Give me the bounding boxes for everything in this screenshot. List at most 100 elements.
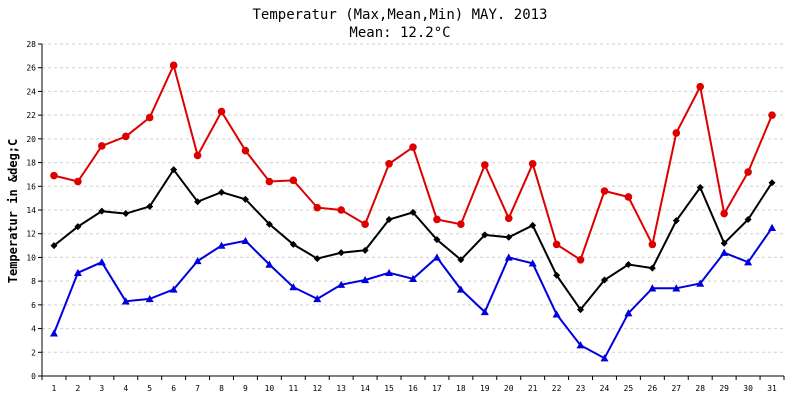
series-lines [49, 61, 777, 362]
series-point-2 [217, 241, 226, 249]
x-tick-label: 29 [719, 384, 729, 393]
series-point-2 [720, 248, 729, 256]
series-point-2 [313, 294, 322, 303]
series-point-1 [744, 215, 752, 223]
series-point-2 [432, 253, 441, 261]
x-tick-label: 26 [648, 384, 658, 393]
y-tick-label: 6 [31, 301, 36, 310]
series-point-1 [122, 210, 130, 218]
x-tick-label: 23 [576, 384, 586, 393]
x-tick-label: 2 [75, 384, 80, 393]
series-point-2 [361, 275, 370, 284]
y-tick-label: 24 [26, 87, 36, 96]
series-point-0 [648, 240, 657, 249]
series-point-0 [768, 111, 776, 119]
series-point-2 [504, 253, 513, 261]
x-tick-label: 28 [695, 384, 705, 393]
series-point-1 [505, 233, 513, 241]
series-point-1 [241, 195, 249, 203]
series-point-0 [193, 151, 202, 160]
y-tick-label: 28 [26, 40, 36, 49]
series-point-0 [361, 220, 369, 229]
series-point-2 [576, 341, 585, 349]
x-tick-label: 27 [671, 384, 681, 393]
series-point-1 [98, 207, 106, 215]
series-point-2 [193, 256, 202, 265]
x-tick-label: 4 [123, 384, 128, 393]
series-point-1 [337, 249, 345, 257]
series-point-2 [672, 284, 681, 292]
series-point-1 [481, 231, 489, 239]
series-point-1 [720, 239, 728, 247]
x-tick-label: 6 [171, 384, 176, 393]
series-point-1 [170, 166, 178, 174]
series-point-0 [169, 61, 178, 70]
x-tick-label: 24 [600, 384, 610, 393]
series-point-2 [528, 259, 537, 267]
x-tick-label: 12 [312, 384, 322, 393]
x-tick-label: 22 [552, 384, 562, 393]
series-point-2 [744, 258, 753, 266]
series-point-0 [385, 159, 393, 168]
series-point-0 [98, 142, 106, 150]
series-point-1 [600, 276, 608, 284]
series-point-1 [313, 255, 321, 263]
series-point-0 [552, 240, 561, 249]
series-point-0 [409, 143, 417, 151]
x-tick-label: 20 [504, 384, 514, 393]
series-point-2 [648, 284, 657, 292]
series-point-2 [385, 268, 394, 277]
series-point-0 [145, 113, 154, 122]
series-point-2 [169, 285, 178, 293]
grid-lines [42, 43, 784, 353]
series-point-1 [218, 188, 226, 196]
x-tick-label: 16 [408, 384, 418, 393]
series-point-1 [74, 223, 82, 231]
x-tick-label: 9 [243, 384, 248, 393]
y-tick-label: 2 [31, 348, 36, 357]
series-point-1 [385, 215, 393, 223]
x-tick-label: 1 [52, 384, 57, 393]
series-point-0 [672, 129, 681, 137]
series-point-2 [624, 309, 633, 317]
y-tick-label: 8 [31, 277, 36, 286]
series-point-1 [577, 306, 585, 314]
y-tick-label: 26 [26, 64, 36, 73]
series-point-0 [433, 215, 441, 224]
series-point-2 [600, 354, 609, 362]
series-point-0 [121, 132, 130, 141]
series-point-1 [361, 246, 369, 254]
series-point-2 [480, 307, 489, 316]
x-tick-label: 11 [289, 384, 299, 393]
series-point-2 [456, 285, 465, 293]
series-point-2 [265, 260, 274, 268]
series-point-2 [289, 283, 298, 291]
y-tick-label: 0 [31, 372, 36, 381]
x-tick-label: 10 [265, 384, 275, 393]
series-point-2 [49, 329, 58, 337]
series-point-1 [648, 264, 656, 272]
series-point-2 [73, 268, 82, 277]
series-point-1 [433, 236, 441, 244]
series-point-1 [457, 256, 465, 264]
series-point-0 [217, 107, 226, 116]
x-tick-label: 15 [384, 384, 394, 393]
series-point-0 [600, 187, 609, 195]
x-tick-label: 5 [147, 384, 152, 393]
series-point-1 [146, 202, 154, 210]
x-tick-label: 17 [432, 384, 442, 393]
series-point-0 [720, 209, 728, 218]
y-tick-label: 4 [31, 325, 36, 334]
x-tick-label: 30 [743, 384, 753, 393]
series-point-0 [696, 82, 705, 91]
x-tick-label: 19 [480, 384, 490, 393]
x-tick-label: 8 [219, 384, 224, 393]
series-point-1 [194, 198, 202, 206]
x-tick-label: 7 [195, 384, 200, 393]
series-point-0 [481, 161, 489, 169]
y-tick-label: 20 [26, 135, 36, 144]
series-point-2 [145, 294, 154, 303]
y-tick-label: 16 [26, 182, 36, 191]
